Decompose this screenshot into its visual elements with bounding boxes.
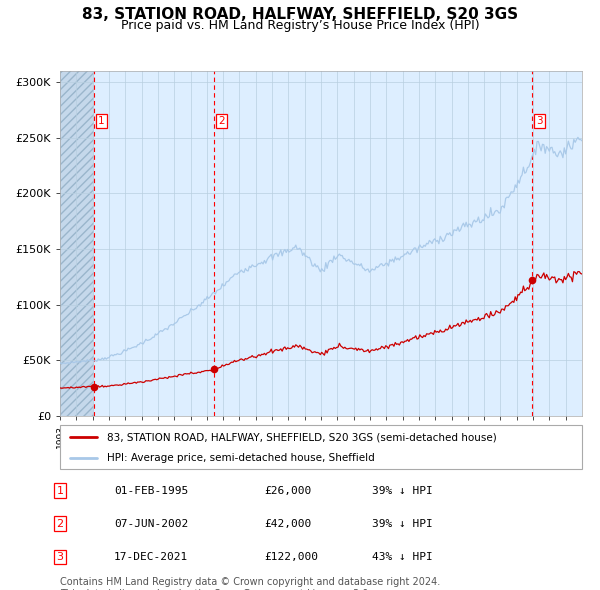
Text: Contains HM Land Registry data © Crown copyright and database right 2024.
This d: Contains HM Land Registry data © Crown c… (60, 577, 440, 590)
Text: 17-DEC-2021: 17-DEC-2021 (114, 552, 188, 562)
Bar (60, 71, 94, 416)
Text: 1: 1 (98, 116, 104, 126)
Text: 07-JUN-2002: 07-JUN-2002 (114, 519, 188, 529)
Text: 2: 2 (218, 116, 224, 126)
Text: £26,000: £26,000 (264, 486, 311, 496)
Text: £122,000: £122,000 (264, 552, 318, 562)
Text: 83, STATION ROAD, HALFWAY, SHEFFIELD, S20 3GS (semi-detached house): 83, STATION ROAD, HALFWAY, SHEFFIELD, S2… (107, 432, 497, 442)
Text: 83, STATION ROAD, HALFWAY, SHEFFIELD, S20 3GS: 83, STATION ROAD, HALFWAY, SHEFFIELD, S2… (82, 7, 518, 22)
Text: 01-FEB-1995: 01-FEB-1995 (114, 486, 188, 496)
Text: 3: 3 (56, 552, 64, 562)
Text: 2: 2 (56, 519, 64, 529)
Text: 3: 3 (536, 116, 543, 126)
Text: 1: 1 (56, 486, 64, 496)
Text: £42,000: £42,000 (264, 519, 311, 529)
Text: HPI: Average price, semi-detached house, Sheffield: HPI: Average price, semi-detached house,… (107, 453, 375, 463)
Text: 39% ↓ HPI: 39% ↓ HPI (372, 486, 433, 496)
Text: 43% ↓ HPI: 43% ↓ HPI (372, 552, 433, 562)
Text: Price paid vs. HM Land Registry’s House Price Index (HPI): Price paid vs. HM Land Registry’s House … (121, 19, 479, 32)
FancyBboxPatch shape (60, 425, 582, 469)
Text: 39% ↓ HPI: 39% ↓ HPI (372, 519, 433, 529)
